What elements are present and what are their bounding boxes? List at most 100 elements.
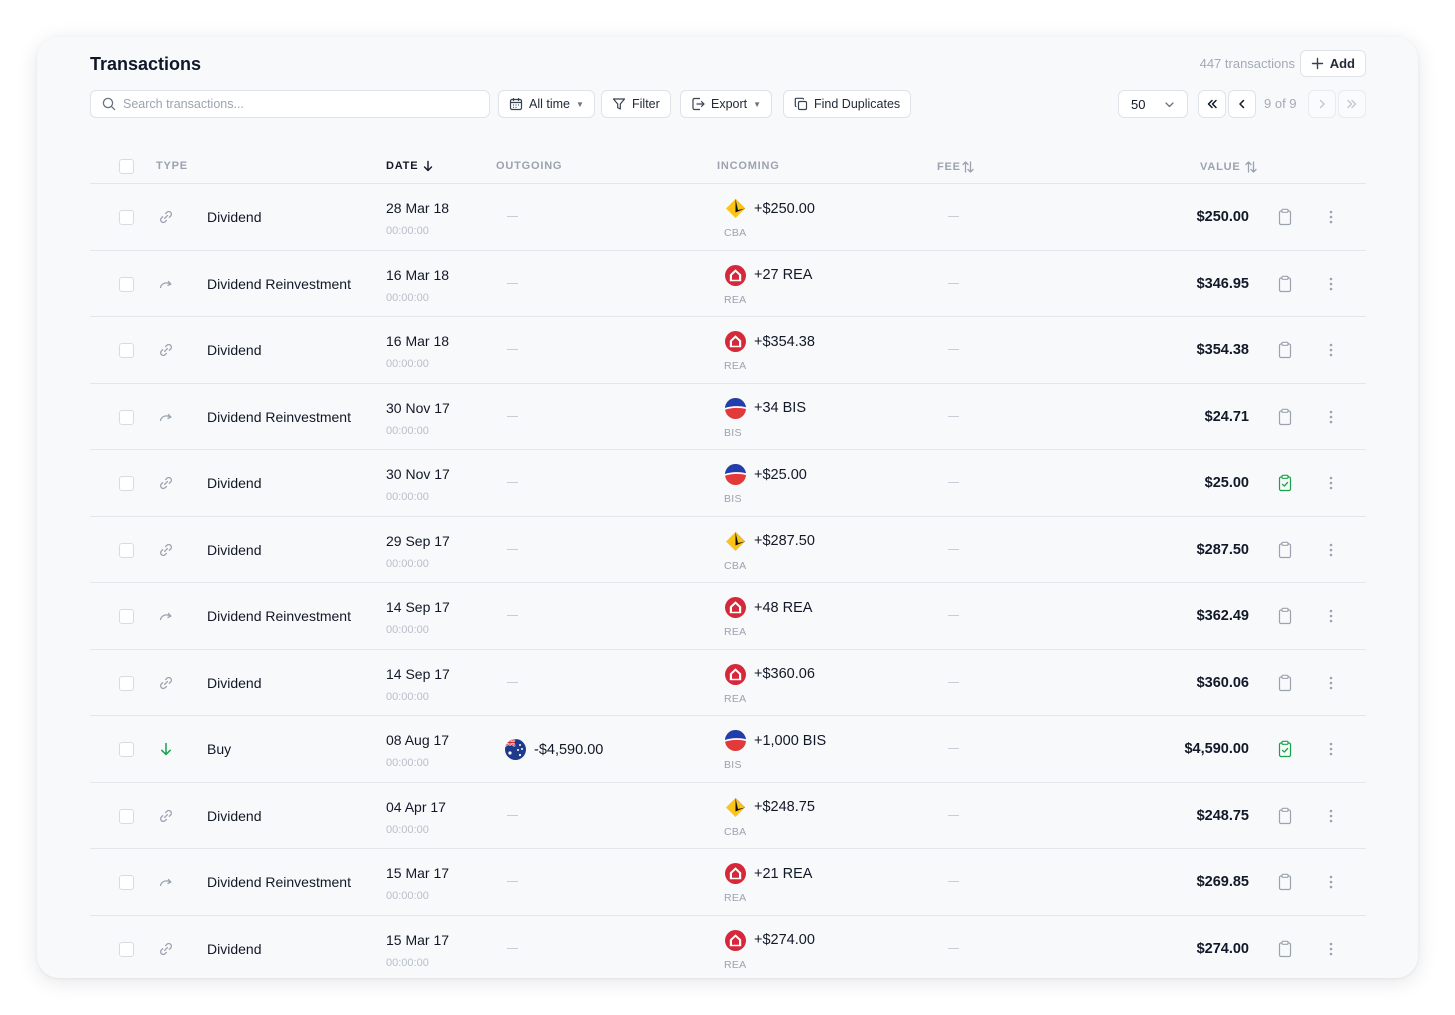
first-page-button[interactable] (1198, 90, 1226, 118)
table-row[interactable]: Dividend 30 Nov 17 00:00:00 +$25.00 BIS $25.0… (90, 450, 1366, 517)
outgoing-empty-dash (507, 349, 518, 350)
more-options-icon[interactable] (1323, 940, 1339, 963)
incoming-amount: +21 REA (725, 863, 812, 884)
clipboard-icon[interactable] (1277, 807, 1293, 830)
clipboard-icon[interactable] (1277, 208, 1293, 231)
more-options-icon[interactable] (1323, 408, 1339, 431)
incoming-ticker: REA (724, 626, 747, 638)
table-row[interactable]: Dividend Reinvestment 15 Mar 17 00:00:00 +2… (90, 849, 1366, 916)
rea-logo (725, 663, 746, 685)
chevron-right-icon (1319, 99, 1325, 109)
next-page-button[interactable] (1308, 90, 1336, 118)
column-value-label: VALUE (1200, 161, 1241, 173)
clipboard-check-icon[interactable] (1277, 740, 1293, 763)
table-row[interactable]: Dividend 04 Apr 17 00:00:00 +$248.75 CBA $248… (90, 783, 1366, 849)
fee-empty-dash (948, 881, 959, 882)
column-outgoing-label: OUTGOING (496, 160, 563, 172)
more-options-icon[interactable] (1323, 807, 1339, 830)
table-row[interactable]: Dividend Reinvestment 30 Nov 17 00:00:00 +3… (90, 384, 1366, 450)
transaction-time: 00:00:00 (386, 557, 429, 570)
row-checkbox[interactable] (119, 875, 134, 890)
column-incoming[interactable]: INCOMING (717, 160, 780, 172)
more-options-icon[interactable] (1323, 873, 1339, 896)
fee-empty-dash (948, 482, 959, 483)
row-checkbox[interactable] (119, 808, 134, 824)
row-checkbox[interactable] (119, 675, 134, 691)
outgoing-empty-dash (507, 615, 518, 616)
row-checkbox[interactable] (119, 276, 134, 292)
table-row[interactable]: Dividend 28 Mar 18 00:00:00 +$250.00 CBA $250… (90, 184, 1366, 251)
add-button[interactable]: Add (1299, 50, 1366, 77)
page-size-select[interactable]: 50 (1118, 90, 1188, 118)
row-checkbox[interactable] (119, 609, 134, 624)
clipboard-icon[interactable] (1277, 275, 1293, 298)
bis-logo (725, 464, 746, 485)
transaction-value: $24.71 (1204, 408, 1249, 425)
table-row[interactable]: Dividend 15 Mar 17 00:00:00 +$274.00 REA $274… (90, 916, 1366, 979)
incoming-value: +$360.06 (754, 666, 815, 682)
transaction-time: 00:00:00 (386, 757, 429, 769)
table-row[interactable]: Dividend 14 Sep 17 00:00:00 +$360.06 REA $360… (90, 650, 1366, 716)
chevrons-left-icon (1207, 99, 1217, 109)
row-checkbox[interactable] (119, 210, 134, 225)
incoming-ticker: CBA (724, 559, 747, 572)
table-row[interactable]: Dividend Reinvestment 16 Mar 18 00:00:00 +2… (90, 251, 1366, 317)
fee-empty-dash (948, 415, 959, 417)
incoming-amount: +$354.38 (725, 331, 815, 352)
clipboard-icon[interactable] (1277, 408, 1293, 431)
table-row[interactable]: Dividend 16 Mar 18 00:00:00 +$354.38 REA $354… (90, 317, 1366, 384)
row-checkbox[interactable] (119, 542, 134, 558)
clipboard-icon[interactable] (1277, 607, 1293, 630)
incoming-value: +$25.00 (754, 466, 807, 483)
table-row[interactable]: Dividend 29 Sep 17 00:00:00 +$287.50 CBA $287… (90, 517, 1366, 583)
column-type[interactable]: TYPE (156, 160, 188, 172)
clipboard-icon[interactable] (1277, 674, 1293, 697)
incoming-amount: +$25.00 (725, 464, 807, 485)
outgoing-empty-dash (507, 482, 518, 483)
incoming-amount: +$250.00 (725, 198, 815, 219)
outgoing-amount: -$4,590.00 (505, 739, 603, 760)
column-fee[interactable]: FEE (937, 160, 975, 174)
more-options-icon[interactable] (1323, 674, 1339, 697)
column-date[interactable]: DATE (386, 160, 434, 172)
more-options-icon[interactable] (1323, 208, 1339, 231)
find-duplicates-button[interactable]: Find Duplicates (783, 90, 912, 118)
more-options-icon[interactable] (1323, 474, 1339, 497)
previous-page-button[interactable] (1228, 90, 1256, 118)
table-row[interactable]: Dividend Reinvestment 14 Sep 17 00:00:00 +4… (90, 583, 1366, 650)
transaction-date: 14 Sep 17 (386, 665, 450, 682)
transaction-type: Dividend Reinvestment (207, 874, 351, 890)
export-dropdown[interactable]: Export ▼ (680, 90, 773, 118)
clipboard-icon[interactable] (1277, 940, 1293, 963)
clipboard-icon[interactable] (1277, 873, 1293, 896)
more-options-icon[interactable] (1323, 275, 1339, 298)
more-options-icon[interactable] (1323, 607, 1339, 630)
chevron-down-icon (1165, 101, 1174, 107)
column-outgoing[interactable]: OUTGOING (496, 160, 562, 172)
more-options-icon[interactable] (1323, 541, 1339, 564)
clipboard-icon[interactable] (1277, 341, 1293, 364)
more-options-icon[interactable] (1323, 740, 1339, 763)
column-value[interactable]: VALUE (1200, 160, 1258, 174)
select-all-checkbox[interactable] (119, 159, 134, 174)
row-checkbox[interactable] (119, 409, 134, 425)
arrow-down-icon (157, 740, 175, 758)
row-checkbox[interactable] (119, 742, 134, 757)
clipboard-icon[interactable] (1277, 541, 1293, 564)
table-row[interactable]: Buy 08 Aug 17 00:00:00 -$4,590.00 +1,000 BIS… (90, 716, 1366, 783)
redo-arrow-icon (157, 873, 175, 891)
search-input[interactable] (123, 97, 463, 111)
incoming-ticker: BIS (724, 426, 742, 439)
all-time-dropdown[interactable]: All time ▼ (498, 90, 595, 118)
add-button-label: Add (1329, 56, 1355, 71)
more-options-icon[interactable] (1323, 341, 1339, 364)
filter-label: Filter (632, 97, 660, 111)
row-checkbox[interactable] (119, 941, 134, 957)
search-box[interactable] (90, 90, 490, 118)
filter-button[interactable]: Filter (601, 90, 671, 118)
row-checkbox[interactable] (119, 343, 134, 358)
last-page-button[interactable] (1338, 90, 1366, 118)
row-checkbox[interactable] (119, 476, 134, 491)
clipboard-check-icon[interactable] (1277, 474, 1293, 497)
transaction-type: Dividend (207, 541, 262, 558)
